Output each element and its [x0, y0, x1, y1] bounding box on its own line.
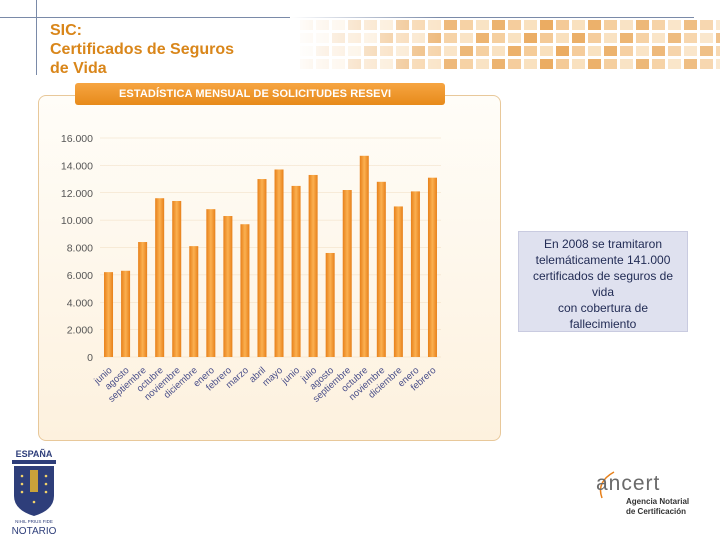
notary-emblem-logo: ESPAÑA NIHIL PRIUS FIDE NOTARIO: [12, 449, 57, 536]
note-line-2: telemáticamente 141.000: [535, 253, 671, 267]
bar-20: [427, 177, 437, 357]
bar-2: [121, 270, 131, 357]
note-line-5: con cobertura de: [557, 301, 649, 315]
emblem-top-text: ESPAÑA: [16, 449, 53, 459]
bar-10: [257, 179, 267, 357]
bar-17: [376, 181, 386, 357]
title-line-2: Certificados de Seguros: [50, 41, 235, 58]
y-tick-label: 14.000: [61, 160, 93, 172]
bar-6: [189, 246, 199, 357]
note-line-1: En 2008 se tramitaron: [543, 237, 663, 251]
y-tick-label: 10.000: [61, 215, 93, 227]
emblem-motto: NIHIL PRIUS FIDE: [15, 519, 53, 524]
bar-11: [274, 169, 284, 357]
bar-8: [223, 216, 233, 357]
bar-15: [342, 190, 352, 357]
bar-chart: 0 2.000 4.000 6.000 8.000 10.000 12.000 14.000 1…: [61, 133, 441, 405]
bar-14: [325, 252, 335, 357]
y-tick-label: 8.000: [67, 243, 93, 255]
ancert-logo: ancert Agencia Notarial de Certificación: [596, 471, 689, 516]
note-line-3: certificados de seguros de: [532, 269, 674, 283]
ancert-subtitle-1: Agencia Notarial: [626, 497, 689, 506]
bar-19: [410, 191, 420, 357]
bar-18: [393, 206, 403, 357]
y-tick-label: 4.000: [67, 297, 93, 309]
bar-3: [138, 242, 148, 357]
bar-5: [172, 200, 182, 357]
bar-12: [291, 185, 301, 357]
note-line-6: fallecimiento: [569, 317, 637, 331]
y-tick-label: 12.000: [61, 188, 93, 200]
ancert-subtitle-2: de Certificación: [626, 507, 686, 516]
emblem-bottom-text: NOTARIO: [12, 526, 57, 536]
page-title: SIC: Certificados de Seguros de Vida: [50, 21, 290, 78]
bar-13: [308, 174, 318, 357]
y-tick-label: 2.000: [67, 325, 93, 337]
header-vertical-rule: [36, 0, 37, 75]
note-box: En 2008 se tramitaron telemáticamente 14…: [518, 231, 688, 332]
bar-4: [155, 198, 165, 357]
title-line-3: de Vida: [50, 60, 107, 77]
bar-1: [104, 272, 114, 357]
y-tick-label: 0: [87, 352, 93, 364]
header-decoration: [290, 16, 720, 72]
y-tick-label: 6.000: [67, 270, 93, 282]
bar-7: [206, 209, 216, 357]
y-tick-label: 16.000: [61, 133, 93, 145]
chart-panel: [38, 95, 501, 441]
bar-9: [240, 224, 250, 357]
ancert-logo-text: ancert: [596, 472, 660, 495]
chart-title: ESTADÍSTICA MENSUAL DE SOLICITUDES RESEV…: [75, 83, 445, 105]
title-line-1: SIC:: [50, 22, 82, 39]
bar-16: [359, 155, 369, 357]
note-line-4: vida: [591, 285, 614, 299]
